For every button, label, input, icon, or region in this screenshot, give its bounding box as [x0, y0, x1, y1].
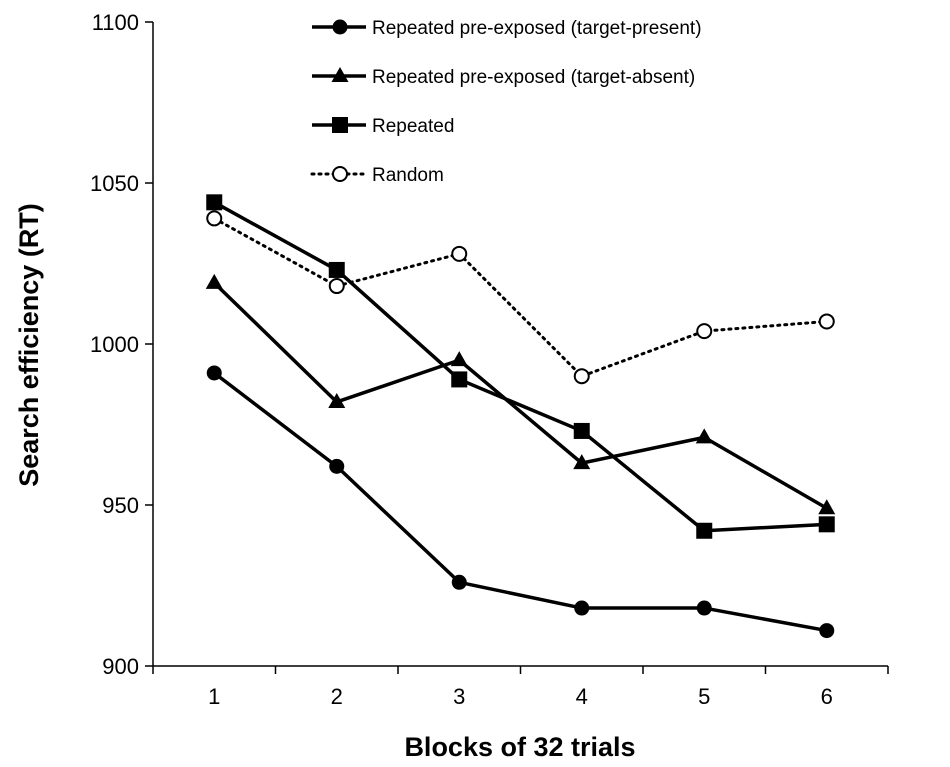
y-axis-title: Search efficiency (RT) [14, 203, 44, 487]
data-point [695, 428, 713, 444]
data-point [696, 600, 712, 616]
legend-marker [332, 19, 348, 35]
legend-item: Repeated pre-exposed (target-absent) [312, 67, 695, 88]
data-point [696, 522, 713, 539]
legend-item: Repeated [312, 116, 454, 137]
series-random [206, 210, 835, 385]
legend-item: Repeated pre-exposed (target-present) [312, 18, 702, 39]
data-point [206, 210, 223, 227]
series-line [213, 371, 828, 633]
data-point [818, 313, 835, 330]
data-point [450, 351, 468, 367]
y-tick-label: 950 [102, 493, 139, 518]
data-point [573, 368, 590, 385]
x-tick-label: 3 [453, 684, 465, 709]
legend-marker [331, 67, 349, 82]
axes [152, 22, 888, 667]
x-tick-label: 1 [208, 684, 220, 709]
x-tick-label: 2 [331, 684, 343, 709]
data-point [573, 454, 591, 470]
x-axis-title: Blocks of 32 trials [404, 732, 635, 762]
data-point [329, 458, 345, 474]
series-repeated-pre-exposed-target-absent [205, 273, 836, 515]
data-point [573, 422, 590, 439]
data-point [328, 278, 345, 295]
y-ticks: 900 950 1000 1050 1100 [90, 10, 153, 679]
legend-label: Random [372, 165, 444, 186]
data-point [205, 273, 223, 289]
data-point [451, 245, 468, 262]
x-tick-label: 6 [821, 684, 833, 709]
legend-label: Repeated pre-exposed (target-present) [372, 18, 702, 39]
x-tick-label: 4 [576, 684, 588, 709]
data-point [818, 499, 836, 515]
data-point [451, 574, 467, 590]
legend-label: Repeated pre-exposed (target-absent) [372, 67, 695, 88]
data-point [451, 371, 468, 388]
x-ticks: 1 2 3 4 5 6 [152, 666, 889, 709]
data-point [206, 194, 223, 211]
legend: Repeated pre-exposed (target-present) Rep… [310, 18, 702, 186]
y-tick-label: 900 [102, 654, 139, 679]
legend-label: Repeated [372, 116, 454, 137]
legend-marker [332, 117, 348, 133]
data-point [819, 623, 835, 639]
data-point [818, 516, 835, 533]
y-tick-label: 1050 [90, 171, 139, 196]
y-tick-label: 1000 [90, 332, 139, 357]
legend-marker [332, 166, 348, 182]
series-line [213, 200, 827, 533]
series-layer [205, 194, 836, 639]
y-tick-label: 1100 [92, 10, 139, 35]
series-line [212, 216, 829, 378]
legend-item: Random [310, 165, 444, 186]
data-point [328, 261, 345, 278]
x-tick-label: 5 [698, 684, 710, 709]
data-point [328, 392, 346, 408]
series-repeated [206, 194, 835, 539]
data-point [206, 365, 222, 381]
data-point [696, 323, 713, 340]
series-line [213, 281, 828, 510]
series-repeated-pre-exposed-target-present [206, 365, 835, 639]
data-point [574, 600, 590, 616]
